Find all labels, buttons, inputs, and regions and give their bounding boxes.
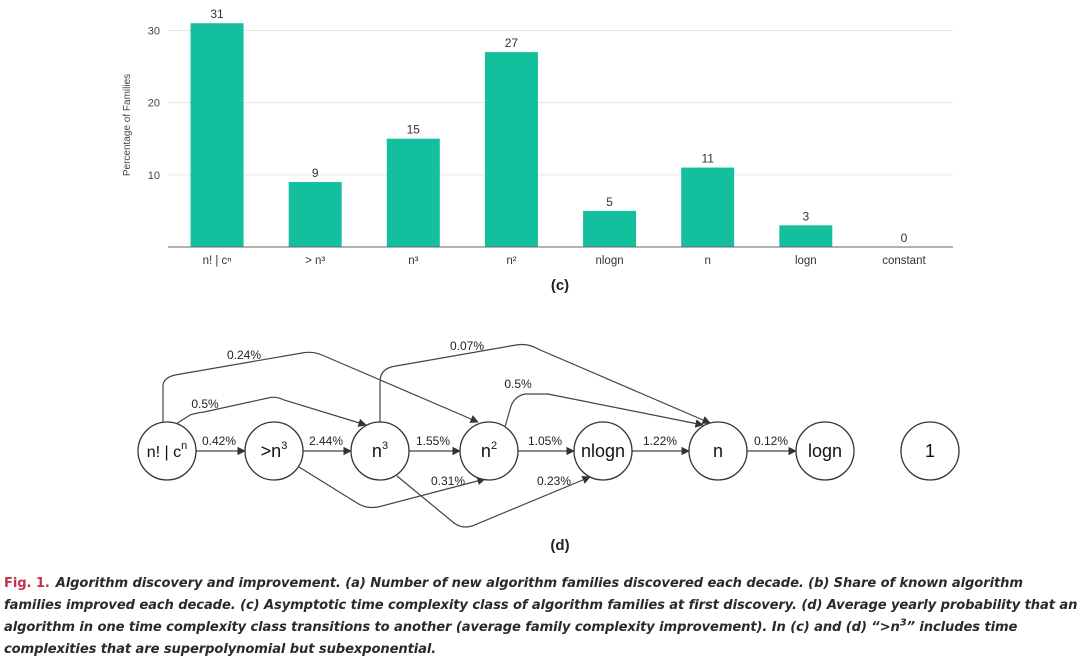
bar-value-label: 31 [210,7,224,21]
x-tick-label: nlogn [595,255,623,267]
node-n2: n2 [459,421,519,481]
node-label: n2 [481,440,497,461]
panel-label-d: (d) [550,537,569,554]
x-tick-label: logn [795,255,817,267]
edge-label: 0.07% [450,339,484,353]
bar-value-label: 0 [901,231,908,245]
chart-gridlines [168,29,953,176]
node-circle [137,421,197,481]
bar-value-label: 3 [802,209,809,223]
node-circle [795,421,855,481]
edge-label: 0.12% [754,434,788,448]
y-axis-ticks: 10 20 30 [148,25,160,181]
node-circle [688,421,748,481]
node-const: 1 [900,421,960,481]
edge-arrow [162,351,479,423]
x-tick-label: n! | cⁿ [203,255,232,267]
bar [681,167,735,247]
node-label: nlogn [581,441,625,461]
node-circle [900,421,960,481]
edge-label: 1.55% [416,434,450,448]
edge-label: 0.42% [202,434,236,448]
graph-edges [162,343,797,528]
edge-label: 1.22% [643,434,677,448]
node-circle [244,421,304,481]
x-tick-label: n³ [408,255,418,267]
edge-label: 0.5% [504,377,532,391]
caption-text: Algorithm discovery and improvement. (a)… [4,576,1078,635]
edge-arrow [175,396,367,427]
caption-text-end: ” includes time complexities that are su… [4,620,1018,657]
edge-arrow [396,475,591,528]
bar-value-label: 5 [606,195,613,209]
x-axis-ticks: n! | cⁿ > n³ n³ n² nlogn n logn constant [203,255,927,267]
node-label: logn [808,441,842,461]
graph-edge-labels: 0.42% 2.44% 1.55% 1.05% 1.22% 0.12% 0.24% 0.5% 0… [191,339,788,488]
x-tick-label: n² [506,255,516,267]
bar [386,138,440,247]
node-label: 1 [925,441,935,461]
edge-arrow [379,343,711,424]
edge-label: 2.44% [309,434,343,448]
x-tick-label: n [704,255,710,267]
y-tick-label: 30 [148,25,160,37]
caption-superscript: 3 [899,617,907,629]
bar [583,210,637,247]
node-logn: logn [795,421,855,481]
node-label: >n3 [261,440,288,461]
figure-caption: Fig. 1. Algorithm discovery and improveme… [4,573,1078,661]
y-axis-label: Percentage of Families [122,74,133,176]
panel-label-c: (c) [551,277,569,294]
node-label: n3 [372,440,388,461]
edge-label: 0.23% [537,474,571,488]
bar [484,52,538,247]
node-nfact: n! | cn [137,421,197,481]
node-circle [350,421,410,481]
node-label: n! | cn [147,440,188,461]
bar-value-label: 27 [505,36,519,50]
chart-bars: 31 9 15 27 5 11 3 0 [190,7,908,247]
bar-value-label: 11 [701,152,714,166]
edge-label: 0.31% [431,474,465,488]
x-tick-label: > n³ [305,255,325,267]
x-tick-label: constant [882,255,926,267]
node-n3: n3 [350,421,410,481]
figure-label: Fig. 1. [4,576,50,591]
y-tick-label: 10 [148,170,160,182]
edge-label: 0.24% [227,348,261,362]
bar-value-label: 15 [407,123,421,137]
node-n: n [688,421,748,481]
edge-label: 1.05% [528,434,562,448]
node-circle [573,421,633,481]
edge-arrow [504,393,704,428]
transition-graph: 0.42% 2.44% 1.55% 1.05% 1.22% 0.12% 0.24% 0.5% 0… [137,339,960,554]
graph-nodes: n! | cn >n3 n3 n2 nlogn n logn 1 [137,421,960,481]
bar [288,182,342,247]
edge-label: 0.5% [191,397,219,411]
bar [190,23,244,247]
node-label: n [713,441,723,461]
bar-value-label: 9 [312,166,319,180]
bar [779,225,833,247]
node-gt3: >n3 [244,421,304,481]
node-nlogn: nlogn [573,421,633,481]
edge-arrow [298,466,486,509]
node-circle [459,421,519,481]
y-tick-label: 20 [148,98,160,110]
